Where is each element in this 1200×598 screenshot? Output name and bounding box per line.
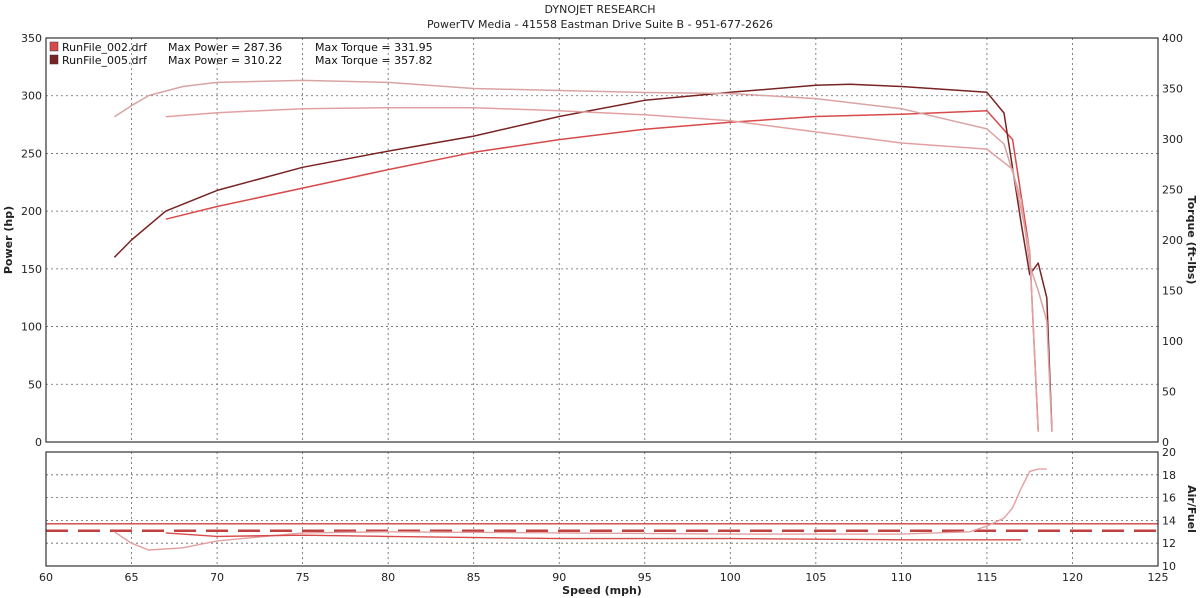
- torque-tick-label: 200: [1162, 234, 1183, 247]
- x-tick-label: 115: [976, 571, 997, 584]
- x-tick-label: 85: [467, 571, 481, 584]
- power-tick-label: 50: [28, 378, 42, 391]
- x-tick-label: 120: [1062, 571, 1083, 584]
- chart-title: DYNOJET RESEARCH: [544, 3, 656, 16]
- series-line-3: [165, 106, 1039, 432]
- afr-tick-label: 10: [1162, 560, 1176, 573]
- legend-power-run-002: Max Power = 287.36: [168, 41, 282, 54]
- x-axis-label: Speed (mph): [562, 584, 642, 597]
- x-tick-label: 80: [381, 571, 395, 584]
- power-tick-label: 0: [35, 436, 42, 449]
- torque-tick-label: 250: [1162, 184, 1183, 197]
- x-tick-label: 60: [39, 571, 53, 584]
- y-axis-label-power: Power (hp): [2, 206, 15, 274]
- torque-tick-label: 0: [1162, 436, 1169, 449]
- power-tick-label: 300: [21, 90, 42, 103]
- chart-subtitle: PowerTV Media - 41558 Eastman Drive Suit…: [427, 18, 773, 31]
- legend-torque-run-005: Max Torque = 357.82: [315, 54, 433, 67]
- legend-torque-run-002: Max Torque = 331.95: [315, 41, 433, 54]
- x-tick-label: 95: [638, 571, 652, 584]
- afr-plot-frame: [45, 451, 1159, 567]
- legend-power-run-005: Max Power = 310.22: [168, 54, 282, 67]
- x-tick-label: 70: [210, 571, 224, 584]
- x-tick-label: 65: [125, 571, 139, 584]
- x-tick-label: 125: [1148, 571, 1169, 584]
- afr-tick-label: 14: [1162, 514, 1176, 527]
- afr-plot-series: [46, 468, 1158, 551]
- afr-plot-grid: [45, 452, 1159, 566]
- power-tick-label: 100: [21, 321, 42, 334]
- x-tick-label: 105: [805, 571, 826, 584]
- torque-tick-label: 100: [1162, 335, 1183, 348]
- torque-tick-label: 400: [1162, 32, 1183, 45]
- axis-ticks: 60 65 70 75 80 85 90 95 100 105 110 115 120 125050100…: [21, 32, 1183, 584]
- power-tick-label: 350: [21, 32, 42, 45]
- torque-tick-label: 300: [1162, 133, 1183, 146]
- y-axis-label-torque: Torque (ft-lbs): [1185, 196, 1198, 285]
- x-tick-label: 110: [891, 571, 912, 584]
- afr-tick-label: 12: [1162, 537, 1176, 550]
- afr-tick-label: 20: [1162, 446, 1176, 459]
- x-tick-label: 90: [552, 571, 566, 584]
- legend-swatch-run-005: [49, 54, 59, 65]
- power-tick-label: 200: [21, 205, 42, 218]
- legend: RunFile_002.drf Max Power = 287.36 Max T…: [49, 41, 433, 67]
- main-plot-frame: [45, 37, 1159, 443]
- power-tick-label: 150: [21, 263, 42, 276]
- series-line-1: [165, 109, 1039, 431]
- afr-series-line-3: [114, 468, 1047, 551]
- series-line-2: [113, 83, 1053, 431]
- legend-swatch-run-002: [49, 41, 59, 52]
- y-axis-label-air-fuel: Air/Fuel: [1185, 485, 1198, 533]
- main-plot-series: [113, 79, 1053, 432]
- torque-tick-label: 50: [1162, 386, 1176, 399]
- legend-file-run-002: RunFile_002.drf: [62, 41, 148, 54]
- legend-file-run-005: RunFile_005.drf: [62, 54, 148, 67]
- afr-tick-label: 18: [1162, 469, 1176, 482]
- power-tick-label: 250: [21, 147, 42, 160]
- x-tick-label: 75: [296, 571, 310, 584]
- torque-tick-label: 150: [1162, 285, 1183, 298]
- series-line-4: [113, 79, 1053, 432]
- afr-tick-label: 16: [1162, 492, 1176, 505]
- torque-tick-label: 350: [1162, 83, 1183, 96]
- afr-series-line-4: [165, 532, 1022, 541]
- x-tick-label: 100: [720, 571, 741, 584]
